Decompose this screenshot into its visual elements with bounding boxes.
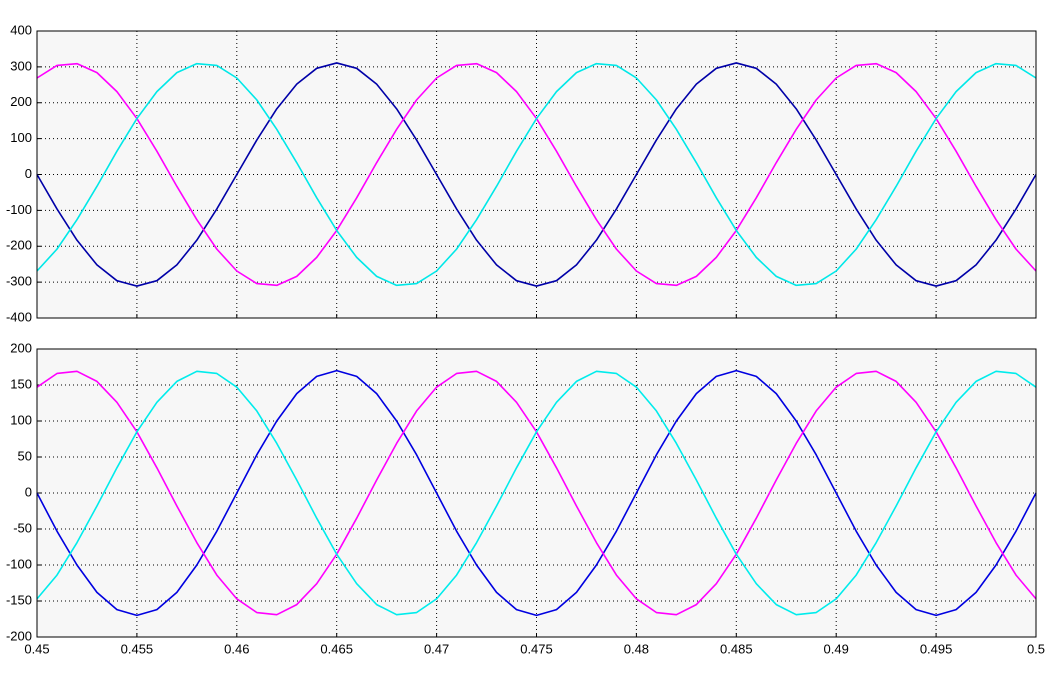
y-tick-label: -100 bbox=[6, 556, 32, 571]
series-line bbox=[36, 62, 1037, 287]
x-tick-label: 0.48 bbox=[624, 641, 649, 656]
y-tick-label: -50 bbox=[13, 520, 32, 535]
y-tick-label: -200 bbox=[6, 628, 32, 643]
plot-area bbox=[37, 31, 1036, 318]
x-tick-label: 0.465 bbox=[320, 641, 353, 656]
x-tick-label: 0.5 bbox=[1027, 641, 1045, 656]
series-line bbox=[36, 370, 1037, 616]
y-tick-label: -200 bbox=[6, 238, 32, 253]
x-tick-label: 0.495 bbox=[920, 641, 953, 656]
x-tick-label: 0.455 bbox=[121, 641, 154, 656]
y-tick-label: -300 bbox=[6, 274, 32, 289]
y-tick-label: 400 bbox=[10, 22, 32, 37]
y-tick-label: 0 bbox=[25, 166, 32, 181]
x-tick-label: 0.47 bbox=[424, 641, 449, 656]
x-tick-label: 0.485 bbox=[720, 641, 753, 656]
y-tick-label: 200 bbox=[10, 340, 32, 355]
plot-frame bbox=[36, 348, 1037, 638]
x-tick-label: 0.46 bbox=[224, 641, 249, 656]
y-tick-label: 300 bbox=[10, 58, 32, 73]
y-tick-label: 100 bbox=[10, 130, 32, 145]
x-tick-label: 0.45 bbox=[24, 641, 49, 656]
y-tick-label: 50 bbox=[18, 448, 32, 463]
x-tick-label: 0.49 bbox=[824, 641, 849, 656]
y-tick-label: -400 bbox=[6, 309, 32, 324]
x-tick-label: 0.475 bbox=[520, 641, 553, 656]
y-tick-label: 200 bbox=[10, 94, 32, 109]
y-tick-label: 100 bbox=[10, 412, 32, 427]
plot-frame bbox=[36, 30, 1037, 319]
y-tick-label: 150 bbox=[10, 376, 32, 391]
y-tick-label: -150 bbox=[6, 592, 32, 607]
y-tick-label: 0 bbox=[25, 484, 32, 499]
y-tick-label: -100 bbox=[6, 202, 32, 217]
